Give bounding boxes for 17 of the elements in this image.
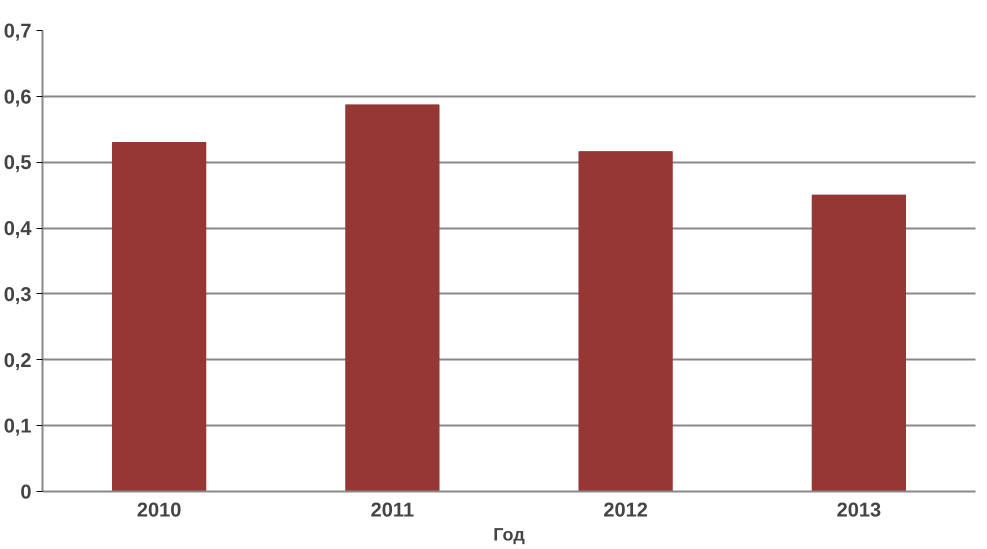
x-tick-label: 2013: [836, 500, 882, 522]
x-tick-label: 2011: [370, 500, 414, 522]
y-tick-label: 0,2: [4, 350, 32, 372]
x-axis-title: Год: [493, 524, 526, 544]
y-tick-label: 0,3: [4, 284, 32, 306]
bar: [812, 194, 906, 492]
y-tick-label: 0,7: [4, 20, 32, 42]
y-tick-label: 0,5: [4, 152, 32, 174]
y-tick-label: 0,1: [4, 416, 32, 438]
x-tick-label: 2012: [603, 500, 648, 522]
x-tick-label: 2010: [136, 500, 182, 522]
bar: [578, 151, 673, 492]
y-tick-label: 0,4: [4, 218, 32, 240]
y-tick-label: 0,6: [4, 86, 32, 108]
y-tick-label: 0: [20, 482, 32, 504]
bar: [345, 104, 440, 492]
bar: [112, 142, 206, 492]
